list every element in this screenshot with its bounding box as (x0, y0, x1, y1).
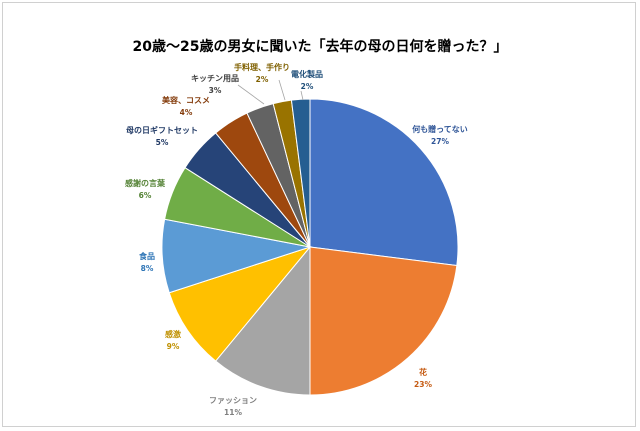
pie-slice-11 (290, 98, 311, 248)
leader-line-10 (278, 79, 286, 101)
data-label-11: 電化製品 (291, 69, 323, 79)
data-percent-2: 23% (414, 380, 432, 389)
data-label-7: 母の日ギフトセット (126, 125, 198, 135)
pie-slice-2 (309, 246, 458, 396)
data-label-4: 感激 (165, 329, 181, 339)
data-percent-7: 5% (156, 138, 169, 147)
pie-slice-3 (214, 245, 311, 396)
data-label-10: 手料理、手作り (234, 62, 290, 72)
data-label-9: キッチン用品 (191, 74, 239, 83)
leader-line-9 (237, 84, 265, 105)
data-percent-1: 27% (431, 137, 449, 146)
data-percent-10: 2% (256, 75, 269, 84)
data-label-5: 食品 (139, 251, 155, 261)
data-percent-4: 9% (167, 342, 180, 351)
pie-slice-4 (168, 245, 312, 362)
data-label-2: 花 (419, 367, 427, 377)
leader-line-11 (300, 90, 304, 101)
data-label-1: 何も贈ってない (412, 124, 468, 134)
data-percent-5: 8% (141, 264, 154, 273)
data-percent-6: 6% (139, 191, 152, 200)
data-percent-11: 2% (301, 82, 314, 91)
chart-title: 20歳〜25歳の男女に聞いた「去年の母の日何を贈った？」 (132, 39, 508, 55)
data-percent-8: 4% (180, 108, 193, 117)
data-percent-9: 3% (209, 86, 222, 95)
data-percent-3: 11% (224, 408, 242, 417)
data-label-6: 感謝の言葉 (125, 178, 166, 188)
data-label-3: ファッション (209, 396, 257, 405)
pie-slice-1 (309, 98, 459, 267)
data-label-8: 美容、コスメ (162, 95, 210, 105)
